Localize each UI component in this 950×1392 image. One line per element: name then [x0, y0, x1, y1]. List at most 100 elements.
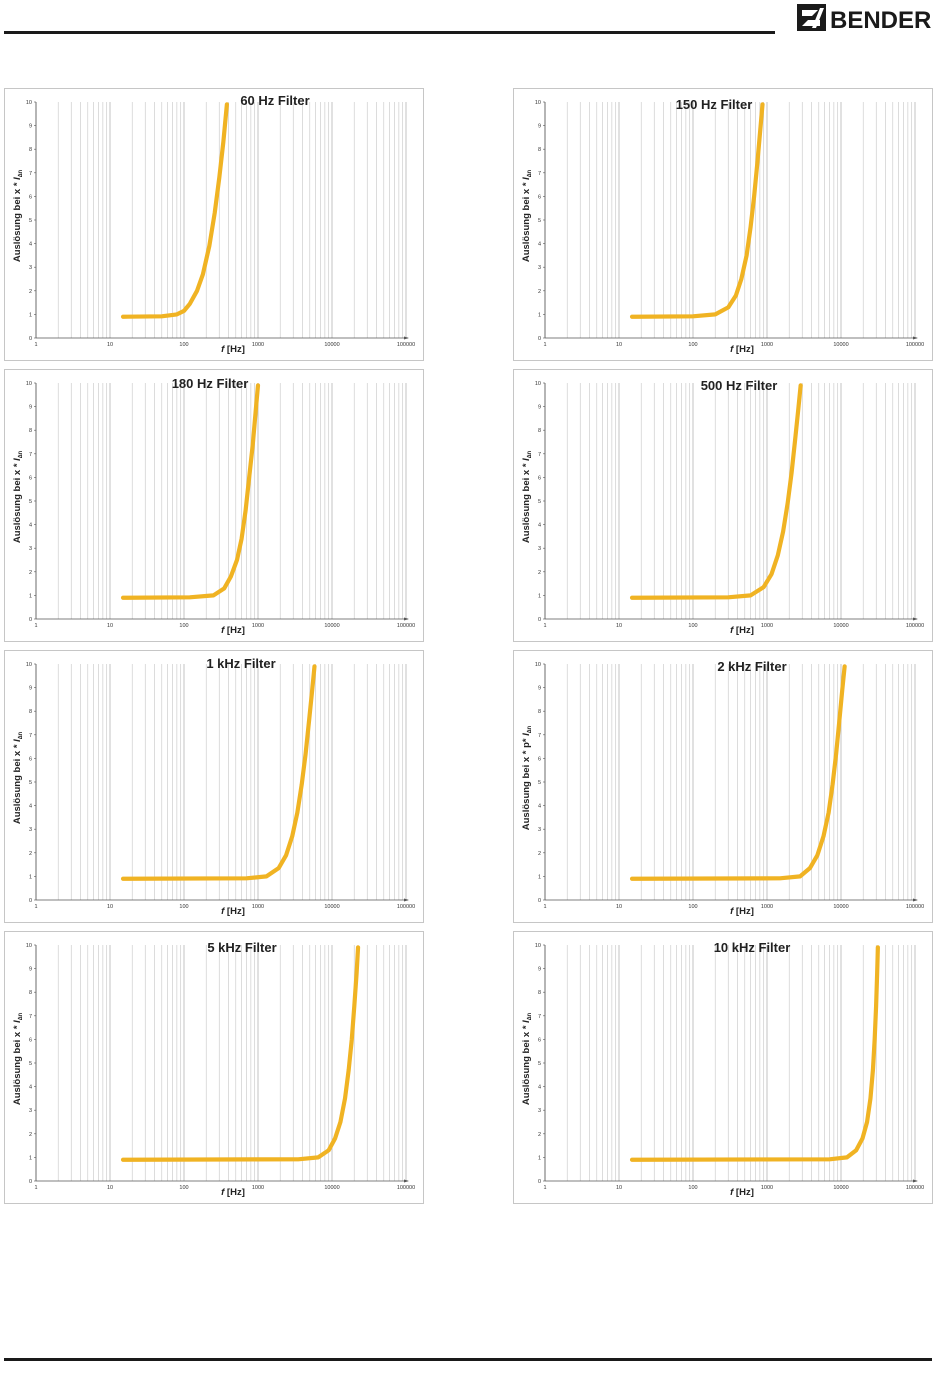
- x-tick-label: 10000: [324, 1185, 339, 1191]
- y-tick-label: 9: [538, 967, 541, 973]
- chart-10khz-filter-gridlines: [544, 945, 916, 1181]
- y-tick-label: 0: [538, 898, 541, 904]
- y-tick-label: 7: [29, 452, 32, 458]
- y-tick-label: 0: [538, 617, 541, 623]
- chart-title: 5 kHz Filter: [207, 940, 276, 955]
- x-axis-arrow-icon: [913, 336, 918, 340]
- chart-5khz-filter: 0 1 2 3 4 5 6 7 8 9 10 1 10 100 1000 10000 100000 5 kHz F…: [4, 931, 424, 1204]
- y-tick-label: 1: [538, 874, 541, 880]
- y-tick-label: 6: [538, 1037, 541, 1043]
- y-tick-label: 5: [538, 1061, 541, 1067]
- y-tick-label: 7: [29, 1014, 32, 1020]
- chart-title: 10 kHz Filter: [714, 940, 791, 955]
- x-axis-label: f [Hz]: [221, 1187, 245, 1198]
- x-tick-label: 100: [688, 623, 697, 629]
- x-axis-label: f [Hz]: [730, 906, 754, 917]
- chart-60hz-filter-gridlines: [35, 102, 407, 338]
- x-tick-label: 10: [107, 623, 113, 629]
- y-tick-label: 2: [538, 289, 541, 295]
- x-tick-label: 10: [107, 342, 113, 348]
- y-tick-label: 1: [538, 312, 541, 318]
- chart-60hz-filter: 0 1 2 3 4 5 6 7 8 9 10 1 10 100 1000 10000 100000 60 Hz F…: [4, 88, 424, 361]
- x-tick-label: 1: [34, 342, 37, 348]
- y-tick-label: 6: [29, 475, 32, 481]
- chart-500hz-filter-gridlines: [544, 383, 916, 619]
- x-tick-label: 10: [616, 623, 622, 629]
- chart-500hz-filter: 0 1 2 3 4 5 6 7 8 9 10 1 10 100 1000 10000 100000 500 Hz …: [513, 369, 933, 642]
- y-tick-label: 0: [538, 336, 541, 342]
- chart-title: 500 Hz Filter: [701, 378, 778, 393]
- y-tick-label: 6: [538, 475, 541, 481]
- footer-rule: [4, 1358, 932, 1361]
- y-tick-label: 8: [29, 709, 32, 715]
- x-axis-arrow-icon: [913, 1179, 918, 1183]
- trip-curve-line: [629, 383, 803, 600]
- x-axis-label: f [Hz]: [730, 344, 754, 355]
- y-tick-label: 6: [29, 1037, 32, 1043]
- y-axis-label: Auslösung bei x * I∆n: [12, 451, 24, 544]
- chart-title: 1 kHz Filter: [206, 656, 275, 671]
- x-axis-label: f [Hz]: [730, 625, 754, 636]
- y-tick-label: 4: [29, 804, 32, 810]
- y-tick-label: 7: [538, 1014, 541, 1020]
- y-tick-label: 9: [29, 967, 32, 973]
- y-tick-label: 8: [538, 428, 541, 434]
- y-tick-label: 7: [29, 733, 32, 739]
- x-axis-label: f [Hz]: [730, 1187, 754, 1198]
- x-tick-label: 1000: [252, 342, 264, 348]
- x-tick-label: 1000: [761, 342, 773, 348]
- chart-title: 60 Hz Filter: [240, 93, 309, 108]
- x-tick-label: 10000: [324, 904, 339, 910]
- brand-name: BENDER: [830, 7, 931, 34]
- y-tick-label: 9: [538, 405, 541, 411]
- x-tick-label: 100000: [906, 623, 924, 629]
- x-axis-label: f [Hz]: [221, 906, 245, 917]
- x-tick-label: 100: [179, 342, 188, 348]
- y-tick-label: 3: [538, 265, 541, 271]
- x-tick-label: 10: [616, 904, 622, 910]
- x-axis-label: f [Hz]: [221, 625, 245, 636]
- trip-curve-line: [629, 945, 880, 1162]
- y-axis-label: Auslösung bei x * I∆n: [521, 170, 533, 263]
- y-tick-label: 5: [538, 780, 541, 786]
- y-tick-label: 8: [538, 147, 541, 153]
- x-tick-label: 10: [616, 342, 622, 348]
- y-axis-label: Auslösung bei x * p* I∆n: [521, 725, 533, 830]
- bender-logo: BENDER: [796, 0, 936, 36]
- y-axis-label: Auslösung bei x * I∆n: [12, 1013, 24, 1106]
- y-tick-label: 4: [29, 242, 32, 248]
- y-tick-label: 0: [29, 617, 32, 623]
- chart-title: 180 Hz Filter: [172, 376, 249, 391]
- y-tick-label: 3: [29, 546, 32, 552]
- x-axis-arrow-icon: [404, 336, 409, 340]
- y-tick-label: 0: [29, 1179, 32, 1185]
- y-tick-label: 2: [538, 1132, 541, 1138]
- x-tick-label: 10000: [833, 623, 848, 629]
- y-tick-label: 6: [29, 194, 32, 200]
- y-tick-label: 3: [29, 827, 32, 833]
- y-tick-label: 1: [29, 312, 32, 318]
- y-tick-label: 10: [26, 662, 32, 668]
- x-tick-label: 100: [179, 623, 188, 629]
- chart-title: 150 Hz Filter: [676, 97, 753, 112]
- chart-150hz-filter: 0 1 2 3 4 5 6 7 8 9 10 1 10 100 1000 10000 100000 150 Hz …: [513, 88, 933, 361]
- y-tick-label: 7: [538, 733, 541, 739]
- y-tick-label: 1: [538, 593, 541, 599]
- chart-1khz-filter-gridlines: [35, 664, 407, 900]
- y-tick-label: 10: [535, 662, 541, 668]
- x-axis-arrow-icon: [404, 1179, 409, 1183]
- chart-2khz-filter: 0 1 2 3 4 5 6 7 8 9 10 1 10 100 1000 10000 100000 2 kHz F…: [513, 650, 933, 923]
- y-tick-label: 4: [538, 804, 541, 810]
- x-tick-label: 100000: [397, 904, 415, 910]
- x-tick-label: 100000: [397, 342, 415, 348]
- x-tick-label: 100000: [906, 342, 924, 348]
- y-tick-label: 1: [538, 1155, 541, 1161]
- chart-1khz-filter: 0 1 2 3 4 5 6 7 8 9 10 1 10 100 1000 10000 100000 1 kHz F…: [4, 650, 424, 923]
- y-tick-label: 2: [29, 570, 32, 576]
- x-tick-label: 100000: [397, 623, 415, 629]
- y-tick-label: 7: [29, 171, 32, 177]
- x-tick-label: 1000: [252, 904, 264, 910]
- y-tick-label: 5: [538, 218, 541, 224]
- x-tick-label: 1000: [252, 623, 264, 629]
- x-tick-label: 1: [543, 1185, 546, 1191]
